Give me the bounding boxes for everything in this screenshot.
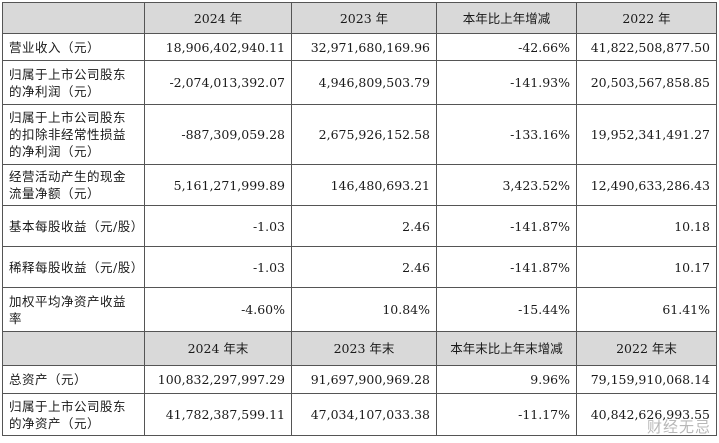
header-cell-2023-end: 2023 年末 [291, 331, 437, 366]
value-change: -15.44% [436, 287, 577, 332]
value-2023: 4,946,809,503.79 [291, 60, 437, 105]
value-2022: 40,842,626,993.55 [576, 393, 717, 436]
row-label: 加权平均净资产收益率 [2, 287, 145, 332]
row-label: 归属于上市公司股东的净资产（元） [2, 393, 145, 436]
row-label: 总资产（元） [2, 365, 145, 394]
value-2022: 19,952,341,491.27 [576, 104, 717, 165]
value-2024: -1.03 [144, 246, 292, 288]
value-2023: 91,697,900,969.28 [291, 365, 437, 394]
value-2023: 146,480,693.21 [291, 164, 437, 206]
header-cell-2022-end: 2022 年末 [576, 331, 717, 366]
header-cell-2024-end: 2024 年末 [144, 331, 292, 366]
value-2023: 2,675,926,152.58 [291, 104, 437, 165]
value-change: -141.87% [436, 205, 577, 247]
value-change: 3,423.52% [436, 164, 577, 206]
value-2022: 10.18 [576, 205, 717, 247]
financial-summary-table: 2024 年 2023 年 本年比上年增减 2022 年 营业收入（元） 18,… [2, 2, 717, 436]
header-cell-change-end: 本年末比上年末增减 [436, 331, 577, 366]
value-2022: 20,503,567,858.85 [576, 60, 717, 105]
table-row: 基本每股收益（元/股） -1.03 2.46 -141.87% 10.18 [2, 205, 717, 247]
watermark-text: 财经无忌 [646, 418, 711, 436]
value-2022: 41,822,508,877.50 [576, 33, 717, 61]
value-change: -141.93% [436, 60, 577, 105]
value-2024: 41,782,387,599.11 [144, 393, 292, 436]
table-row: 归属于上市公司股东的净资产（元） 41,782,387,599.11 47,03… [2, 393, 717, 436]
value-2023: 2.46 [291, 205, 437, 247]
row-label: 营业收入（元） [2, 33, 145, 61]
row-label: 经营活动产生的现金流量净额（元） [2, 164, 145, 206]
value-change: 9.96% [436, 365, 577, 394]
header-cell-2022: 2022 年 [576, 2, 717, 34]
value-change: -141.87% [436, 246, 577, 288]
value-2022: 79,159,910,068.14 [576, 365, 717, 394]
value-2023: 2.46 [291, 246, 437, 288]
table-row: 营业收入（元） 18,906,402,940.11 32,971,680,169… [2, 33, 717, 61]
value-2022: 61.41% [576, 287, 717, 332]
row-label: 归属于上市公司股东的扣除非经常性损益的净利润（元） [2, 104, 145, 165]
table-row: 总资产（元） 100,832,297,997.29 91,697,900,969… [2, 365, 717, 394]
table-row: 加权平均净资产收益率 -4.60% 10.84% -15.44% 61.41% [2, 287, 717, 332]
header-row-years: 2024 年 2023 年 本年比上年增减 2022 年 [2, 2, 717, 34]
row-label: 稀释每股收益（元/股） [2, 246, 145, 288]
value-2023: 47,034,107,033.38 [291, 393, 437, 436]
value-2024: 5,161,271,999.89 [144, 164, 292, 206]
table-row: 稀释每股收益（元/股） -1.03 2.46 -141.87% 10.17 [2, 246, 717, 288]
header-cell-change: 本年比上年增减 [436, 2, 577, 34]
value-change: -133.16% [436, 104, 577, 165]
value-2024: -887,309,059.28 [144, 104, 292, 165]
value-2024: -2,074,013,392.07 [144, 60, 292, 105]
value-2022: 10.17 [576, 246, 717, 288]
value-2024: 100,832,297,997.29 [144, 365, 292, 394]
value-change: -11.17% [436, 393, 577, 436]
header-cell-2023: 2023 年 [291, 2, 437, 34]
table-row: 经营活动产生的现金流量净额（元） 5,161,271,999.89 146,48… [2, 164, 717, 206]
header-row-year-end: 2024 年末 2023 年末 本年末比上年末增减 2022 年末 [2, 331, 717, 366]
value-2024: -1.03 [144, 205, 292, 247]
table-row: 归属于上市公司股东的扣除非经常性损益的净利润（元） -887,309,059.2… [2, 104, 717, 165]
row-label: 基本每股收益（元/股） [2, 205, 145, 247]
header-cell-blank [2, 2, 145, 34]
table-row: 归属于上市公司股东的净利润（元） -2,074,013,392.07 4,946… [2, 60, 717, 105]
row-label: 归属于上市公司股东的净利润（元） [2, 60, 145, 105]
value-2024: 18,906,402,940.11 [144, 33, 292, 61]
value-2023: 32,971,680,169.96 [291, 33, 437, 61]
value-change: -42.66% [436, 33, 577, 61]
header-cell-blank [2, 331, 145, 366]
value-2022: 12,490,633,286.43 [576, 164, 717, 206]
value-2023: 10.84% [291, 287, 437, 332]
header-cell-2024: 2024 年 [144, 2, 292, 34]
value-2024: -4.60% [144, 287, 292, 332]
